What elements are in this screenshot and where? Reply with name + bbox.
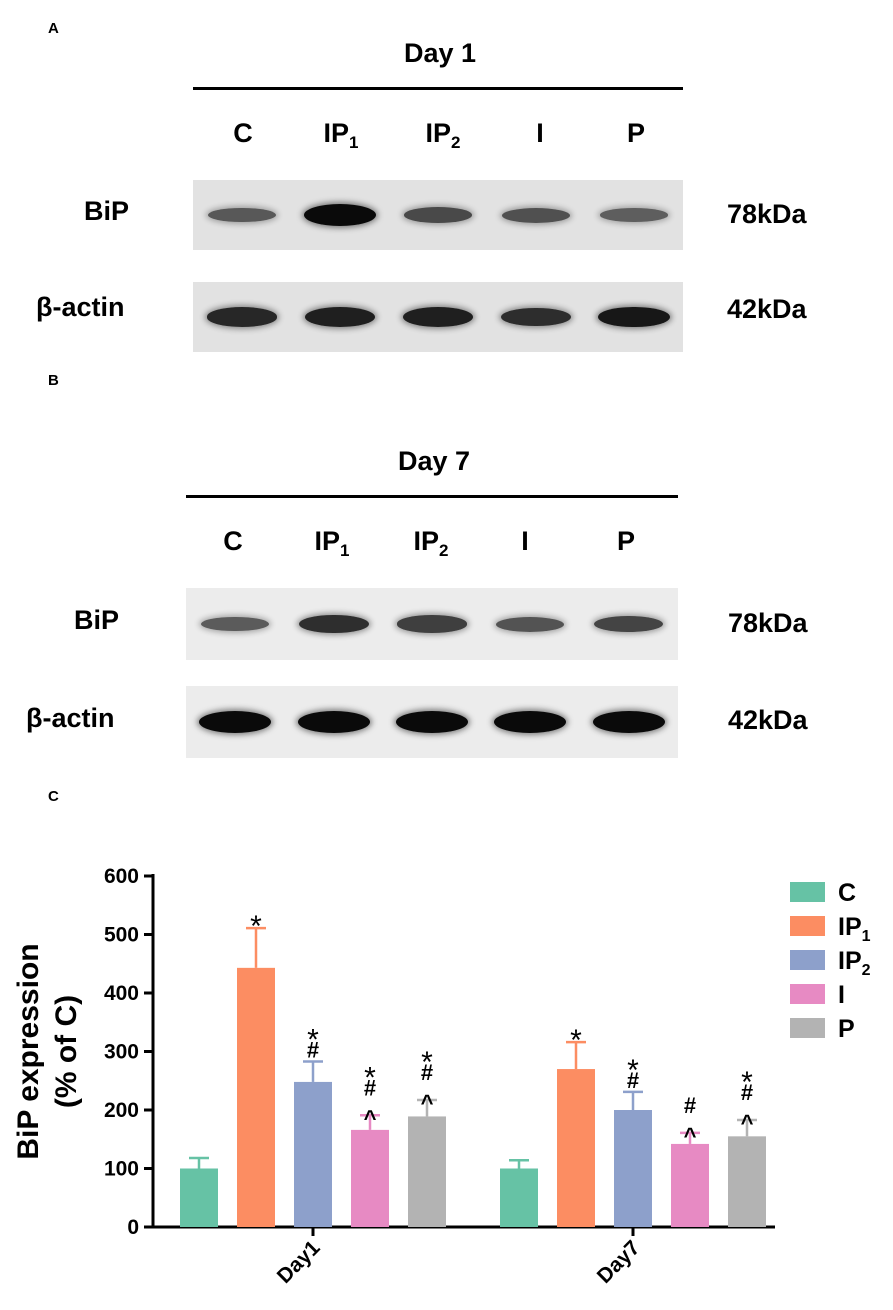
blot-day1-actin [193,282,683,352]
row-label-bip: BiP [84,196,130,226]
blot-band [201,616,269,632]
lane-label-ip1: IP1 [323,118,359,152]
day1-title-rule [193,87,683,90]
kda-label-bip: 78kDa [727,199,807,229]
kda-label-actin: 42kDa [727,294,807,324]
blot-band [501,307,571,327]
blot-band [496,616,565,632]
significance-mark: # [307,1037,319,1062]
blot-band [502,207,570,223]
y-tick-label: 200 [104,1099,139,1122]
day7-title-rule [186,495,678,498]
legend-swatch [790,916,825,936]
lane-label-ip2: IP2 [425,118,461,152]
blot-band [598,306,670,328]
y-axis-label: (% of C) [50,995,83,1108]
significance-mark: * [307,1023,319,1056]
significance-mark: * [250,910,262,943]
blot-band [208,207,276,223]
blot-band [297,711,370,733]
y-tick-label: 300 [104,1041,139,1064]
legend-swatch [790,984,825,1004]
blot-band [304,204,376,226]
bar [614,1110,652,1227]
bar [351,1129,389,1227]
blot-band [600,208,668,222]
significance-mark: # [741,1080,753,1105]
y-axis-label: BiP expression [12,943,45,1159]
x-tick-label: Day1 [273,1236,325,1288]
significance-mark: ^ [684,1123,697,1148]
lane-label-c: C [233,118,253,148]
y-tick-label: 100 [104,1158,139,1181]
blot-band [403,207,473,223]
bar [294,1081,332,1227]
significance-mark: * [570,1024,582,1057]
significance-mark: # [684,1093,696,1118]
blot-day7-bip [186,588,678,660]
significance-mark: # [627,1068,639,1093]
day7-title: Day 7 [398,446,471,476]
blot-band [402,307,474,327]
blot-band [206,307,278,327]
bar [671,1143,709,1227]
x-tick-label: Day7 [593,1236,645,1288]
blot-band [397,615,467,633]
blot-day1-bip [193,180,683,250]
bar [557,1069,595,1227]
row-label-actin: β-actin [36,292,125,322]
legend-swatch [790,950,825,970]
kda-label-actin: 42kDa [728,705,808,735]
day1-title: Day 1 [404,38,477,68]
legend-label: IP2 [838,947,871,979]
legend-swatch [790,882,825,902]
significance-mark: ^ [364,1105,377,1130]
y-tick-label: 500 [104,924,139,947]
blot-band [304,307,376,327]
panel-letter-a: A [48,20,59,37]
y-tick-label: 600 [104,865,139,888]
bip-expression-chart: 0 100 200 300 400 500 600 BiP expression (% of C… [12,865,871,1288]
legend-label: P [838,1015,855,1043]
significance-mark: * [364,1061,376,1094]
legend-label: C [838,879,856,907]
lane-label-c: C [223,526,243,556]
lane-label-p: P [626,118,645,148]
lane-label-ip1: IP1 [314,526,350,560]
blot-band [494,711,567,733]
blot-band [199,711,272,733]
y-tick-label: 400 [104,982,139,1005]
lane-label-i: I [521,526,529,556]
panel-letter-b: B [48,372,59,389]
significance-mark: ^ [741,1110,754,1135]
blot-band [298,614,369,634]
lane-label-ip2: IP2 [413,526,449,560]
blot-band [592,711,665,733]
bar [237,967,275,1227]
lane-label-i: I [536,118,544,148]
legend-label: IP1 [838,913,871,945]
panel-letter-c: C [48,788,59,805]
significance-mark: * [421,1046,433,1079]
y-tick-label: 0 [127,1216,139,1239]
legend-swatch [790,1018,825,1038]
blot-day7-actin [186,686,678,758]
bar [728,1136,766,1227]
blot-band [396,711,468,733]
significance-mark: ^ [421,1090,434,1115]
kda-label-bip: 78kDa [728,608,808,638]
significance-mark: * [741,1066,753,1099]
significance-mark: # [364,1075,376,1100]
bar [500,1168,538,1227]
bar [408,1116,446,1227]
row-label-bip: BiP [74,605,120,635]
bar [180,1168,218,1227]
row-label-actin: β-actin [26,703,115,733]
legend-label: I [838,981,845,1009]
blot-band [594,615,664,633]
significance-mark: # [421,1060,433,1085]
significance-mark: * [627,1054,639,1087]
lane-label-p: P [616,526,635,556]
